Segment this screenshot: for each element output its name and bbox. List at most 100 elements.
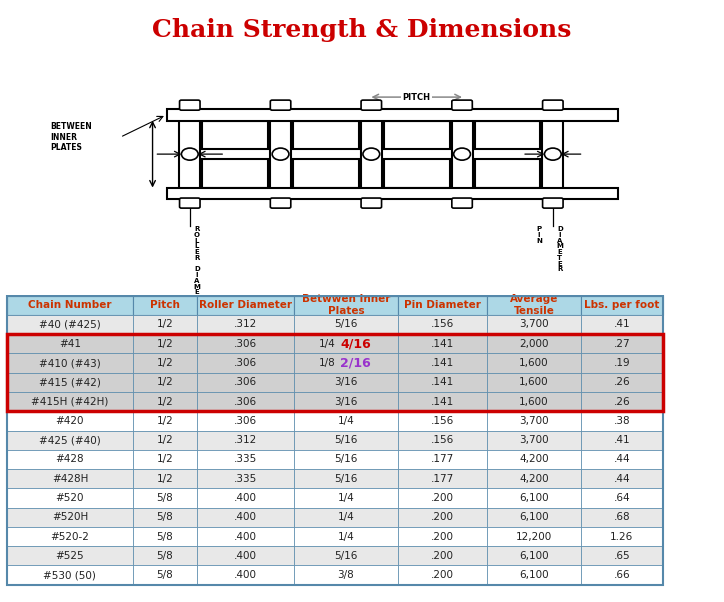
Text: 5/16: 5/16 (334, 551, 358, 561)
Bar (132, 469, 197, 488)
Text: 1,600: 1,600 (519, 358, 549, 368)
Bar (542, 109, 563, 199)
Bar (132, 315, 197, 334)
Text: Pin Diameter: Pin Diameter (404, 300, 481, 310)
Bar (197, 507, 294, 527)
Bar (398, 546, 487, 565)
Bar (294, 565, 398, 585)
Bar (7, 392, 132, 411)
Text: .306: .306 (234, 397, 257, 406)
Text: 5/8: 5/8 (156, 512, 173, 523)
Text: #520-2: #520-2 (51, 532, 89, 542)
Text: Betwwen Inner
Plates: Betwwen Inner Plates (302, 294, 390, 317)
Text: .156: .156 (431, 320, 454, 329)
Text: 4,200: 4,200 (519, 474, 549, 483)
Text: 5/8: 5/8 (156, 570, 173, 580)
Text: 1/2: 1/2 (156, 474, 173, 483)
Text: 1/2: 1/2 (156, 397, 173, 406)
Bar (167, 188, 618, 199)
Text: .335: .335 (234, 474, 257, 483)
Bar (581, 450, 663, 469)
Bar (197, 430, 294, 450)
Text: .141: .141 (431, 339, 454, 349)
Bar (167, 109, 618, 120)
Text: 1/4: 1/4 (337, 416, 354, 426)
Bar (581, 392, 663, 411)
Bar (398, 565, 487, 585)
Text: 5/16: 5/16 (334, 320, 358, 329)
FancyBboxPatch shape (542, 198, 563, 208)
Text: 3/8: 3/8 (337, 570, 354, 580)
Bar (384, 120, 450, 149)
Bar (398, 411, 487, 430)
Text: .306: .306 (234, 377, 257, 387)
Text: .400: .400 (234, 512, 257, 523)
Bar (7, 411, 132, 430)
Text: .65: .65 (613, 551, 630, 561)
Bar (197, 527, 294, 546)
Text: #525: #525 (56, 551, 84, 561)
Bar (294, 546, 398, 565)
Bar (581, 411, 663, 430)
Text: 1/4: 1/4 (319, 339, 335, 349)
Bar (294, 296, 398, 315)
Text: .44: .44 (613, 474, 630, 483)
Bar (180, 109, 201, 199)
Text: 4,200: 4,200 (519, 455, 549, 464)
Bar (487, 507, 581, 527)
Text: 1/2: 1/2 (156, 377, 173, 387)
Bar (487, 411, 581, 430)
Text: #520H: #520H (52, 512, 88, 523)
Text: .66: .66 (613, 570, 630, 580)
Bar (294, 353, 398, 373)
Bar (294, 430, 398, 450)
Text: 12,200: 12,200 (516, 532, 552, 542)
Bar (398, 450, 487, 469)
Bar (7, 353, 132, 373)
Bar (361, 109, 382, 199)
Bar (197, 546, 294, 565)
Bar (294, 507, 398, 527)
Text: .156: .156 (431, 435, 454, 445)
Bar (487, 450, 581, 469)
Bar (398, 334, 487, 353)
Text: 3,700: 3,700 (519, 320, 549, 329)
Text: #40 (#425): #40 (#425) (39, 320, 101, 329)
Bar (487, 430, 581, 450)
Bar (197, 315, 294, 334)
Bar (581, 527, 663, 546)
Bar (197, 488, 294, 507)
FancyBboxPatch shape (270, 198, 291, 208)
Text: .312: .312 (234, 435, 257, 445)
Text: 3,700: 3,700 (519, 416, 549, 426)
Bar (487, 488, 581, 507)
Bar (197, 296, 294, 315)
Bar (294, 315, 398, 334)
Bar (581, 469, 663, 488)
Bar (487, 546, 581, 565)
Bar (132, 565, 197, 585)
Bar (581, 507, 663, 527)
Bar (132, 450, 197, 469)
Bar (487, 315, 581, 334)
Bar (294, 373, 398, 392)
Bar (294, 392, 398, 411)
Bar (398, 507, 487, 527)
Text: .306: .306 (234, 339, 257, 349)
Bar (132, 527, 197, 546)
Text: #530 (50): #530 (50) (43, 570, 96, 580)
Text: #428H: #428H (51, 474, 88, 483)
Bar (7, 334, 663, 411)
Bar (487, 392, 581, 411)
Text: 1/4: 1/4 (337, 493, 354, 503)
Text: 1/2: 1/2 (156, 358, 173, 368)
Bar (398, 469, 487, 488)
Text: .177: .177 (431, 474, 454, 483)
Text: 1/2: 1/2 (156, 416, 173, 426)
Text: .44: .44 (613, 455, 630, 464)
Text: Average
Tensile: Average Tensile (510, 294, 558, 317)
Bar (7, 469, 132, 488)
Text: 5/16: 5/16 (334, 455, 358, 464)
Text: 3,700: 3,700 (519, 435, 549, 445)
FancyBboxPatch shape (452, 100, 472, 110)
